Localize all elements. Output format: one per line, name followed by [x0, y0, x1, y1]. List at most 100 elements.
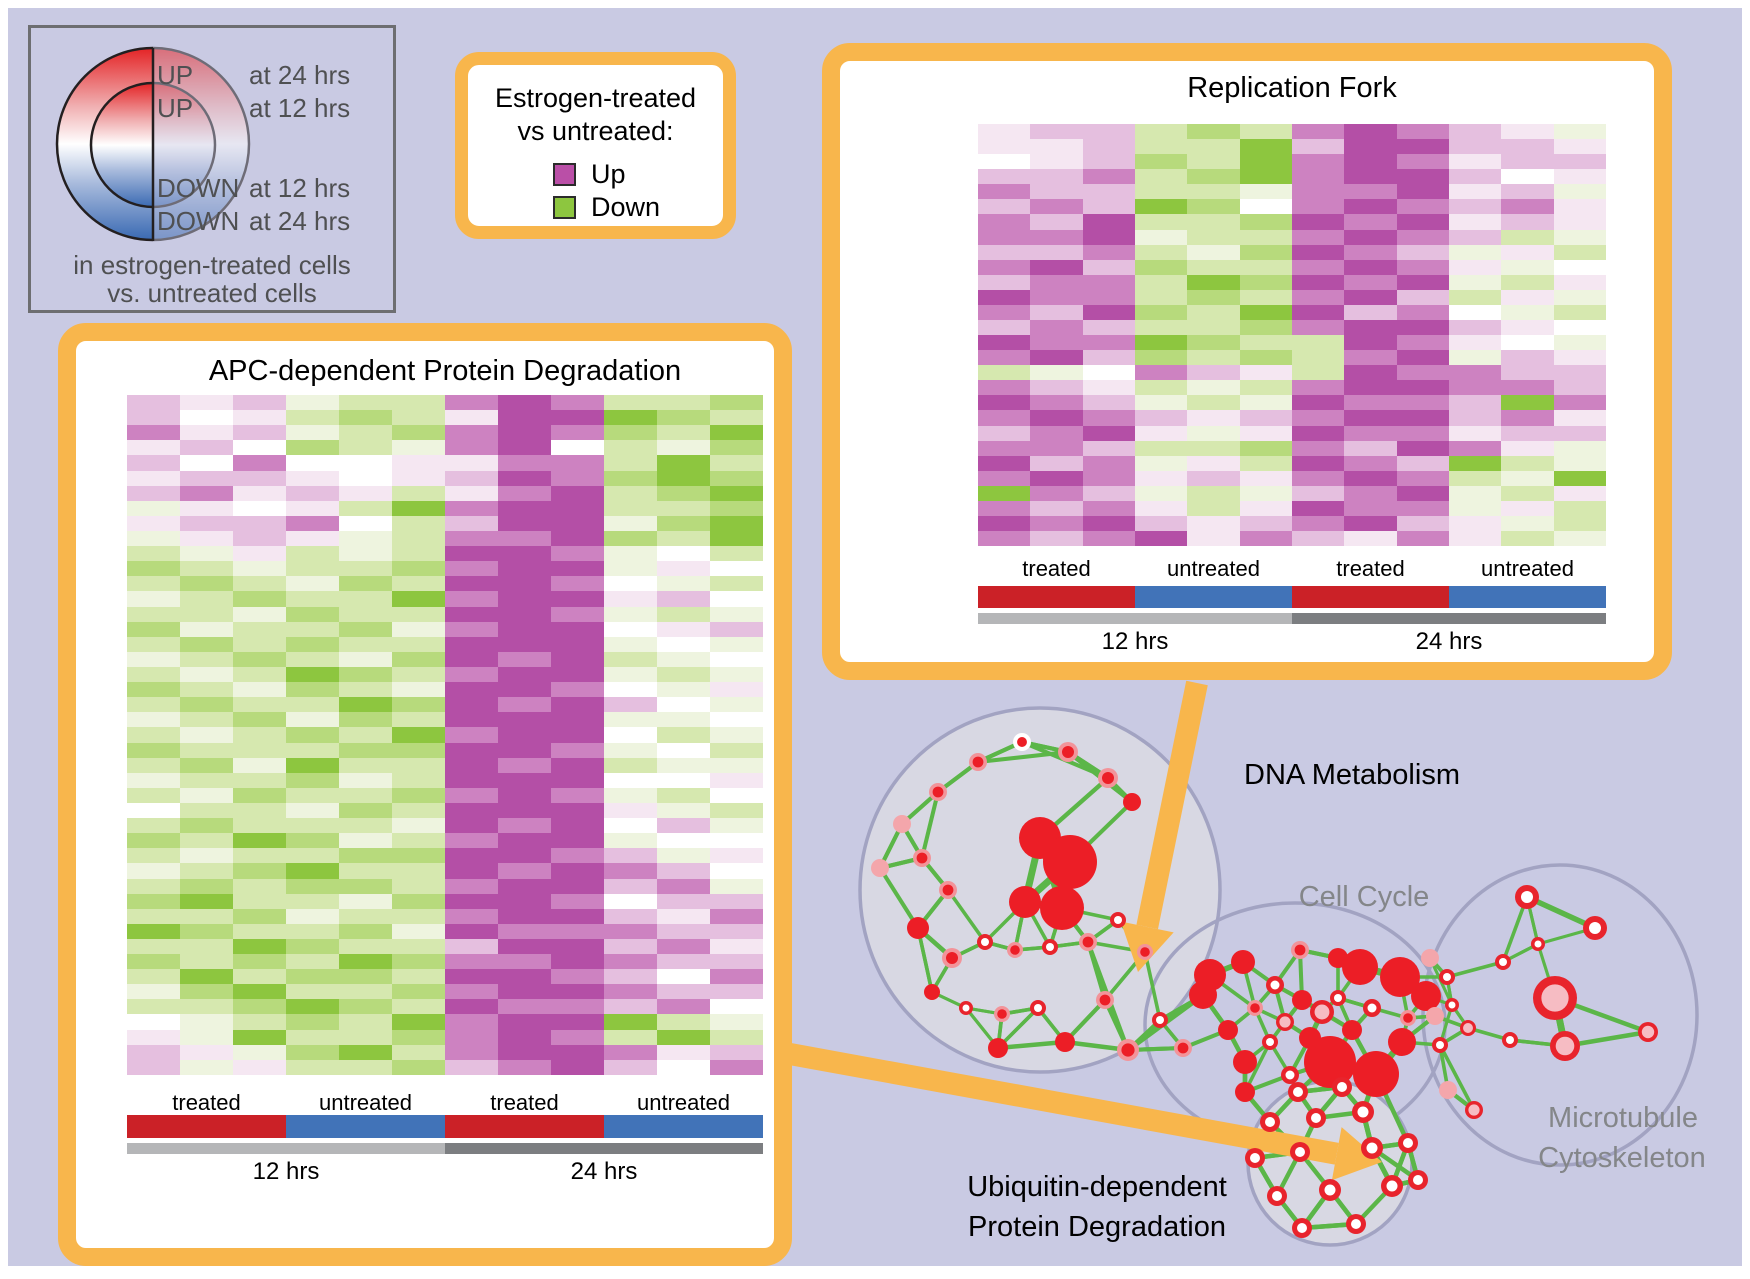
heatmap-cell — [233, 455, 286, 471]
heatmap-cell — [1448, 229, 1502, 245]
col-group-label: treated — [172, 1090, 241, 1115]
heatmap-cell — [1553, 335, 1606, 351]
heatmap-cell — [392, 984, 445, 1000]
heatmap-cell — [339, 772, 392, 788]
heatmap-cell — [180, 500, 233, 516]
heatmap-cell — [1187, 184, 1240, 200]
heatmap-cell — [339, 833, 392, 849]
heatmap-cell — [551, 500, 604, 516]
heatmap-cell — [498, 984, 551, 1000]
heatmap-cell — [286, 1014, 339, 1030]
heatmap-row — [978, 259, 1606, 275]
heatmap-cell — [180, 561, 233, 577]
heatmap-row — [978, 516, 1606, 532]
heatmap-cell — [1501, 365, 1554, 381]
heatmap-row — [127, 969, 763, 985]
heatmap-cell — [1030, 516, 1083, 532]
heatmap-cell — [180, 455, 233, 471]
heatmap-row — [978, 199, 1606, 215]
heatmap-cell — [339, 410, 392, 426]
heatmap-cell — [1501, 244, 1554, 260]
heatmap-cell — [180, 999, 233, 1015]
heatmap-cell — [1134, 365, 1188, 381]
heatmap-cell — [657, 908, 710, 924]
updown-legend-down-row: Down — [553, 192, 660, 223]
heatmap-cell — [1396, 154, 1449, 170]
ring-legend-up-24-label: UP — [157, 60, 194, 90]
heatmap-cell — [498, 999, 551, 1015]
heatmap-cell — [657, 772, 710, 788]
heatmap-row — [978, 320, 1606, 336]
heatmap-cell — [445, 848, 498, 864]
heatmap-cell — [1291, 124, 1345, 140]
heatmap-cell — [286, 530, 339, 547]
heatmap-cell — [1082, 350, 1135, 366]
condition-bar — [1449, 586, 1606, 608]
heatmap-cell — [657, 636, 710, 652]
up-label: Up — [591, 159, 626, 189]
heatmap-cell — [1134, 531, 1188, 547]
heatmap-cell — [1396, 124, 1449, 140]
heatmap-cell — [286, 455, 339, 471]
heatmap-cell — [498, 772, 551, 788]
heatmap-cell — [392, 621, 445, 637]
heatmap-cell — [339, 500, 392, 516]
heatmap-cell — [604, 712, 657, 728]
heatmap-cell — [604, 576, 657, 592]
heatmap-cell — [1553, 199, 1606, 215]
heatmap-cell — [710, 395, 763, 411]
heatmap-row — [127, 727, 763, 743]
heatmap-cell — [551, 1044, 604, 1060]
heatmap-row — [127, 878, 763, 894]
heatmap-cell — [1553, 229, 1606, 245]
heatmap-cell — [1448, 154, 1502, 170]
heatmap-cell — [339, 1059, 392, 1075]
heatmap-cell — [710, 863, 763, 879]
heatmap-cell — [710, 455, 763, 471]
heatmap-cell — [180, 908, 233, 924]
heatmap-cell — [233, 742, 286, 758]
heatmap-cell — [392, 515, 445, 531]
heatmap-row — [127, 833, 763, 849]
heatmap-row — [978, 455, 1606, 471]
heatmap-cell — [657, 621, 710, 637]
heatmap-cell — [710, 606, 763, 622]
heatmap-cell — [710, 425, 763, 441]
heatmap-cell — [498, 636, 551, 652]
heatmap-cell — [1291, 154, 1345, 170]
heatmap-cell — [286, 591, 339, 607]
heatmap-cell — [1501, 124, 1554, 140]
heatmap-cell — [127, 425, 180, 441]
heatmap-cell — [710, 818, 763, 834]
heatmap-cell — [710, 591, 763, 607]
heatmap-cell — [233, 908, 286, 924]
heatmap-cell — [445, 1059, 498, 1075]
heatmap-cell — [339, 999, 392, 1015]
heatmap-cell — [1030, 531, 1083, 547]
heatmap-cell — [657, 1044, 710, 1060]
heatmap-cell — [1134, 184, 1188, 200]
heatmap-cell — [286, 1059, 339, 1075]
heatmap-cell — [1239, 500, 1292, 517]
heatmap-cell — [1344, 380, 1397, 396]
ring-legend-down-24-time: at 24 hrs — [249, 206, 351, 236]
heatmap-row — [127, 893, 763, 909]
heatmap-cell — [286, 908, 339, 924]
heatmap-cell — [978, 259, 1031, 275]
heatmap-cell — [1396, 139, 1449, 155]
heatmap-cell — [1501, 395, 1554, 411]
heatmap-cell — [1082, 531, 1135, 547]
heatmap-cell — [233, 712, 286, 728]
heatmap-cell — [604, 697, 657, 713]
heatmap-cell — [657, 818, 710, 834]
heatmap-cell — [286, 878, 339, 894]
heatmap-cell — [978, 244, 1031, 260]
condition-bar — [445, 1115, 604, 1138]
heatmap-cell — [657, 833, 710, 849]
heatmap-cell — [1344, 124, 1397, 140]
heatmap-cell — [180, 576, 233, 592]
heatmap-cell — [286, 621, 339, 637]
heatmap-cell — [1448, 199, 1502, 215]
heatmap-cell — [286, 651, 339, 667]
heatmap-cell — [604, 984, 657, 1000]
